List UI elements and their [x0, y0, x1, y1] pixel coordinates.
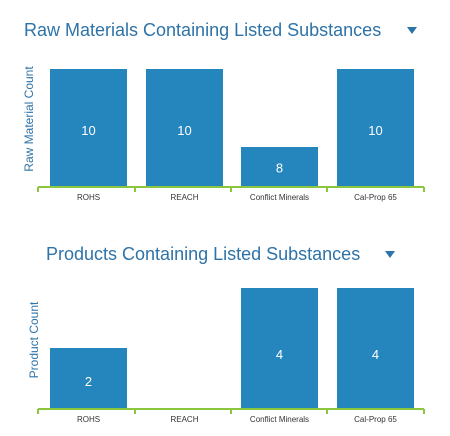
- bar-conflict-minerals[interactable]: [241, 288, 318, 408]
- bar-conflict-minerals[interactable]: [241, 147, 318, 186]
- bar-cal-prop-65[interactable]: [337, 69, 414, 186]
- chart-title-products: Products Containing Listed Substances: [46, 244, 361, 264]
- x-tick-label: Cal-Prop 65: [354, 193, 397, 202]
- x-tick-label: ROHS: [77, 193, 100, 202]
- bar-rohs[interactable]: [50, 348, 127, 408]
- bar-value-label: 10: [368, 123, 382, 138]
- bar-cal-prop-65[interactable]: [337, 288, 414, 408]
- x-tick-label: Conflict Minerals: [250, 193, 309, 202]
- bar-value-label: 10: [177, 123, 191, 138]
- chart-title-raw-materials: Raw Materials Containing Listed Substanc…: [24, 20, 382, 40]
- caret-down-icon[interactable]: [407, 27, 417, 34]
- x-tick-label: REACH: [170, 193, 198, 202]
- bar-value-label: 2: [85, 374, 92, 389]
- raw-materials-bar-chart: 10 10 8 10 ROHS REACH Conflict Minerals Cal-Pro…: [37, 69, 425, 202]
- bar-value-label: 10: [81, 123, 95, 138]
- x-tick-label: REACH: [170, 415, 198, 424]
- bar-value-label: 4: [372, 347, 379, 362]
- caret-down-icon[interactable]: [385, 251, 395, 258]
- x-tick-label: Cal-Prop 65: [354, 415, 397, 424]
- bar-reach[interactable]: [146, 69, 223, 186]
- x-tick-label: Conflict Minerals: [250, 415, 309, 424]
- bar-value-label: 8: [276, 160, 283, 175]
- bar-value-label: 4: [276, 347, 283, 362]
- bar-rohs[interactable]: [50, 69, 127, 186]
- x-tick-label: ROHS: [77, 415, 100, 424]
